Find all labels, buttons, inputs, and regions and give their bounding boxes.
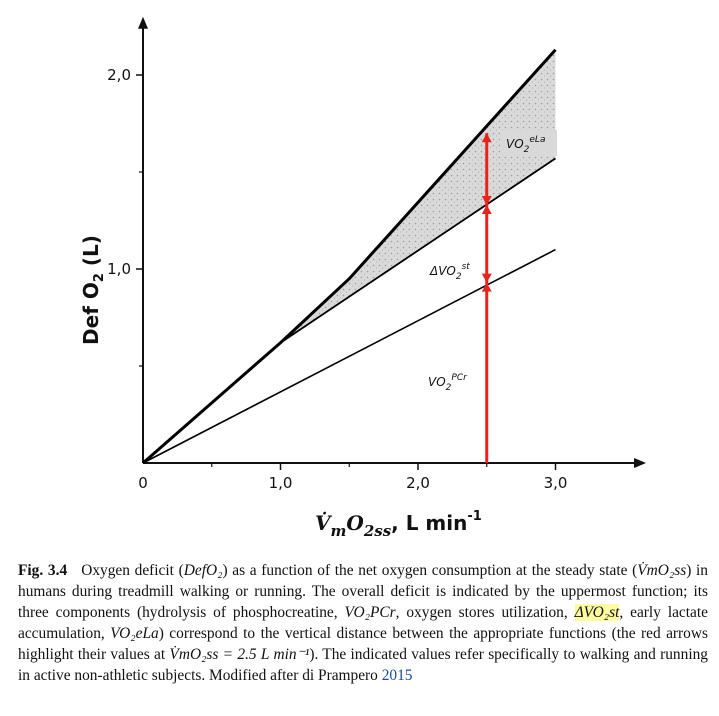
figure-label: Fig. 3.4 (18, 562, 68, 579)
caption-vo2ela: VO₂eLa (110, 625, 159, 642)
caption-text-6: ) correspond to the vertical distance be… (18, 625, 708, 663)
y-tick-label: 1,0 (107, 260, 131, 278)
x-axis-title: V̇mO2ss, L min-1 (315, 509, 482, 540)
label-box-vo2ela (500, 130, 557, 156)
caption-text-3: ) in humans during treadmill walking or … (18, 562, 709, 621)
y-axis-title: Def O2 (L) (79, 235, 107, 345)
stores-line (142, 157, 557, 464)
annotation-dvo2st: ΔVO2st (429, 262, 470, 282)
caption-text-5: , early lactate accumulation, (18, 604, 708, 642)
x-tick-label: 2,0 (406, 474, 430, 492)
x-tick-label: 1,0 (269, 474, 293, 492)
arrowhead-down (481, 195, 492, 205)
x-tick-label: 3,0 (544, 474, 568, 492)
annotation-vo2pcr: VO2PCr (428, 373, 468, 393)
y-axis-arrowhead (138, 16, 148, 29)
caption-text-4: , oxygen stores utilization, (395, 604, 575, 621)
caption-vo2pcr: VO₂PCr (344, 604, 396, 621)
caption-vmo2ss-eq: V̇mO₂ss = 2.5 L min⁻¹ (169, 646, 310, 663)
chart: 0 1,0 2,0 3,0 1,0 2,0 Def O2 (L) V̇mO2ss, L m… (79, 16, 646, 540)
x-tick-label: 0 (138, 474, 148, 492)
figure-caption: Fig. 3.4 Oxygen deficit (DefO₂) as a fun… (18, 560, 708, 686)
arrowhead-up (481, 204, 492, 214)
arrowhead-up (481, 282, 492, 292)
total-deficit-line (142, 48, 557, 465)
caption-text-2: ) as a function of the net oxygen consum… (222, 562, 638, 579)
arrowhead-down (481, 273, 492, 283)
caption-defo2: DefO₂ (183, 562, 223, 579)
caption-text-1: Oxygen deficit ( (81, 562, 184, 579)
series-lines (142, 48, 557, 465)
marker-arrows (481, 133, 492, 463)
citation-link[interactable]: 2015 (381, 667, 413, 684)
arrowhead-up (481, 133, 492, 143)
y-tick-label: 2,0 (107, 66, 131, 84)
x-axis-arrowhead (634, 458, 646, 468)
caption-vmo2ss: V̇mO₂ss (637, 562, 687, 579)
caption-text-7: ). The indicated values refer specifical… (18, 646, 708, 684)
axis-ticks: 0 1,0 2,0 3,0 1,0 2,0 (107, 66, 567, 492)
caption-dvo2st-highlight: ΔVO₂st (574, 604, 620, 621)
